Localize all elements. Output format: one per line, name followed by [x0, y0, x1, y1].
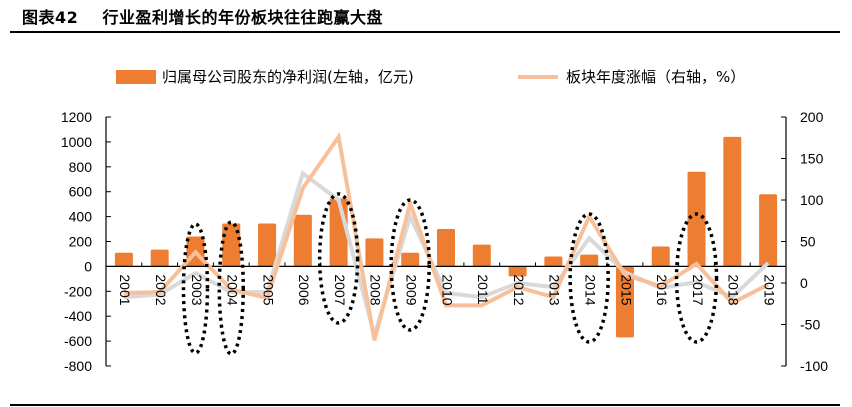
left-tick-label: -200 — [64, 283, 92, 299]
figure-title: 图表42 行业盈利增长的年份板块往往跑赢大盘 — [22, 8, 384, 27]
category-label: 2007 — [332, 274, 348, 305]
right-tick-label: 50 — [800, 234, 816, 250]
category-label: 2008 — [368, 274, 384, 305]
left-tick-label: 1000 — [61, 134, 92, 150]
category-label: 2006 — [296, 274, 312, 305]
right-tick-label: 0 — [800, 275, 808, 291]
category-label: 2013 — [547, 274, 563, 305]
category-label: 2011 — [475, 274, 491, 304]
bar-2002 — [150, 249, 169, 267]
highlight-ellipse-2007 — [317, 192, 360, 325]
bar-2012 — [508, 266, 527, 277]
legend-label-net-profit: 归属母公司股东的净利润(左轴，亿元) — [162, 68, 414, 86]
left-tick-label: 0 — [84, 258, 92, 274]
category-label: 2012 — [511, 274, 527, 305]
left-tick-label: 200 — [69, 234, 93, 250]
highlight-ellipse-2003 — [181, 222, 210, 355]
bar-2001 — [114, 252, 133, 267]
category-label: 2004 — [225, 274, 241, 305]
left-tick-label: -600 — [64, 333, 92, 349]
bar-2008 — [365, 238, 384, 267]
bar-2014 — [580, 254, 599, 267]
bar-2005 — [258, 223, 277, 267]
right-tick-label: 100 — [800, 192, 824, 208]
right-tick-label: -50 — [800, 317, 820, 333]
category-label: 2009 — [404, 274, 420, 305]
left-tick-label: 400 — [69, 209, 93, 225]
axis-labels: 120010008006004002000-200-400-600-800200… — [61, 109, 828, 374]
bar-2016 — [651, 246, 670, 267]
bar-2007 — [329, 198, 348, 267]
left-tick-label: 1200 — [61, 109, 92, 125]
bottom-rule — [10, 404, 840, 406]
category-label: 2001 — [117, 274, 133, 305]
highlight-ellipse-2017 — [674, 212, 719, 344]
left-tick-label: -400 — [64, 308, 92, 324]
right-tick-label: 150 — [800, 151, 824, 167]
category-label: 2016 — [654, 274, 670, 305]
top-rule — [10, 31, 840, 33]
bar-2018 — [723, 136, 742, 267]
bar-2013 — [544, 256, 563, 267]
highlight-ellipses — [181, 192, 719, 356]
left-tick-label: 600 — [69, 184, 93, 200]
right-tick-label: 200 — [800, 109, 824, 125]
bar-2004 — [222, 223, 241, 267]
legend-label-sector-return: 板块年度涨幅（右轴，%） — [566, 68, 746, 86]
category-label: 2019 — [761, 274, 777, 305]
legend-item-net-profit: 归属母公司股东的净利润(左轴，亿元) — [116, 66, 414, 87]
highlight-ellipse-2009 — [389, 198, 431, 332]
legend-item-sector-return: 板块年度涨幅（右轴，%） — [518, 66, 745, 87]
left-tick-label: -800 — [64, 358, 92, 374]
category-label: 2015 — [618, 274, 634, 305]
highlight-ellipse-2004 — [217, 220, 246, 356]
category-label: 2005 — [260, 274, 276, 305]
category-label: 2010 — [439, 274, 455, 305]
bar-2009 — [401, 252, 420, 267]
category-label: 2003 — [189, 274, 205, 305]
bar-swatch-icon — [116, 69, 156, 84]
right-tick-label: -100 — [800, 358, 828, 374]
category-label: 2002 — [153, 274, 169, 305]
bar-2017 — [687, 171, 706, 267]
line-series — [123, 131, 770, 343]
bar-2006 — [293, 214, 312, 267]
category-label: 2017 — [690, 274, 706, 305]
bar-2011 — [472, 244, 491, 267]
sector-return-line — [123, 131, 770, 341]
highlight-ellipse-2014 — [568, 212, 610, 344]
line-swatch-icon — [518, 74, 558, 79]
bar-2019 — [759, 194, 778, 267]
category-label: 2018 — [726, 274, 742, 305]
bar-2010 — [437, 229, 455, 267]
bar-2015 — [615, 266, 634, 338]
category-label: 2014 — [582, 274, 598, 305]
legend: 归属母公司股东的净利润(左轴，亿元) 板块年度涨幅（右轴，%） — [0, 66, 852, 90]
left-tick-label: 800 — [69, 159, 93, 175]
